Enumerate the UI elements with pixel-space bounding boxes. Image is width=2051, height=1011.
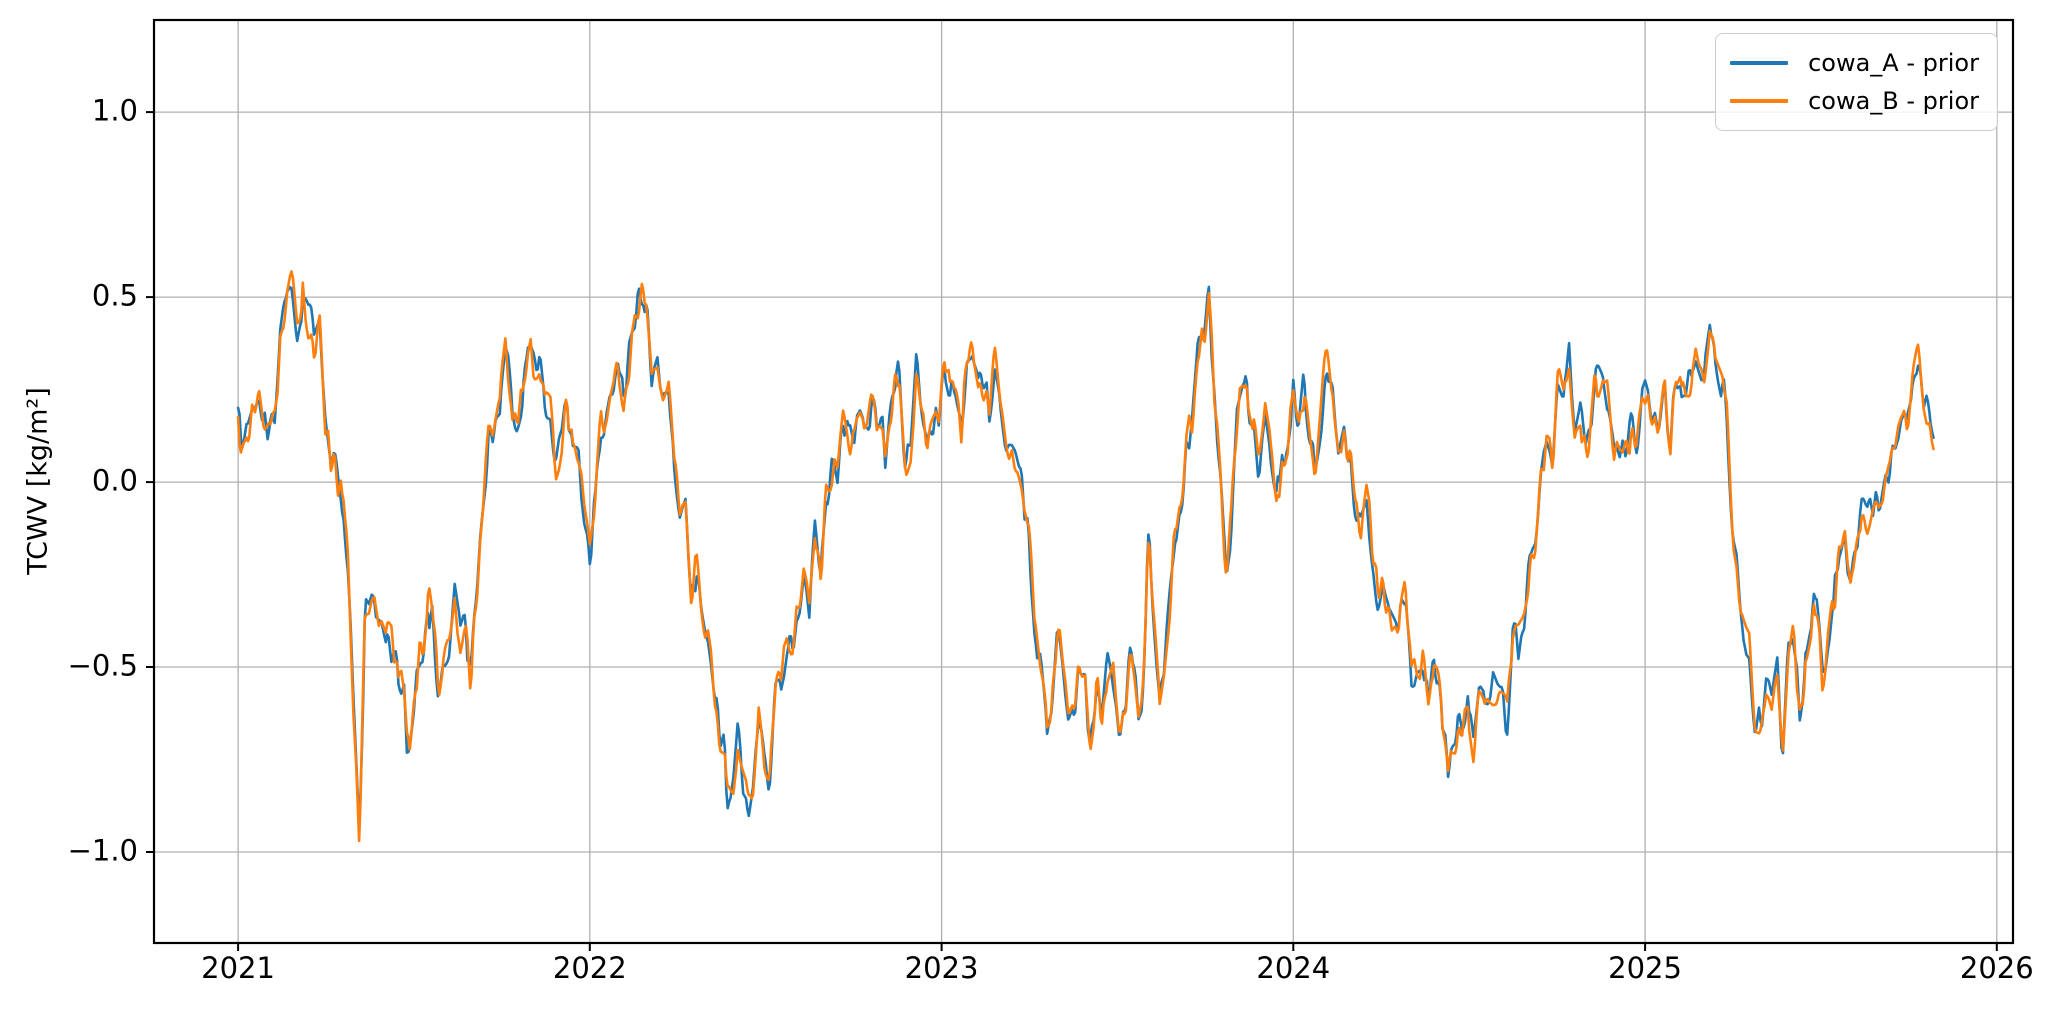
data-series-lines <box>236 270 1935 843</box>
x-tick-2025: 2025 <box>1608 951 1682 985</box>
y-tick-0.5: 0.5 <box>91 278 138 313</box>
x-tick-2021: 2021 <box>201 951 275 985</box>
grid-lines <box>154 20 2013 943</box>
legend-entry-cowa-b: cowa_B - prior <box>1730 82 1979 120</box>
x-tick-2026: 2026 <box>1959 951 2034 985</box>
x-tick-2022: 2022 <box>552 951 627 985</box>
legend-label-cowa-a: cowa_A - prior <box>1808 49 1979 77</box>
legend: cowa_A - prior cowa_B - prior <box>1715 33 1998 131</box>
y-axis-label: TCWV [kg/m²] <box>22 387 54 575</box>
y-tick-1.0: 1.0 <box>91 93 138 128</box>
y-tick-neg1.0: −1.0 <box>67 833 138 868</box>
y-tick-0.0: 0.0 <box>91 463 138 498</box>
y-tick-neg0.5: −0.5 <box>67 648 138 683</box>
legend-line-sample-cowa-a <box>1730 61 1789 65</box>
axis-tick-marks <box>146 111 1998 951</box>
x-tick-2024: 2024 <box>1256 951 1331 985</box>
legend-entry-cowa-a: cowa_A - prior <box>1730 44 1979 82</box>
legend-line-sample-cowa-b <box>1730 99 1789 103</box>
legend-label-cowa-b: cowa_B - prior <box>1808 87 1979 115</box>
x-tick-2023: 2023 <box>904 951 979 985</box>
